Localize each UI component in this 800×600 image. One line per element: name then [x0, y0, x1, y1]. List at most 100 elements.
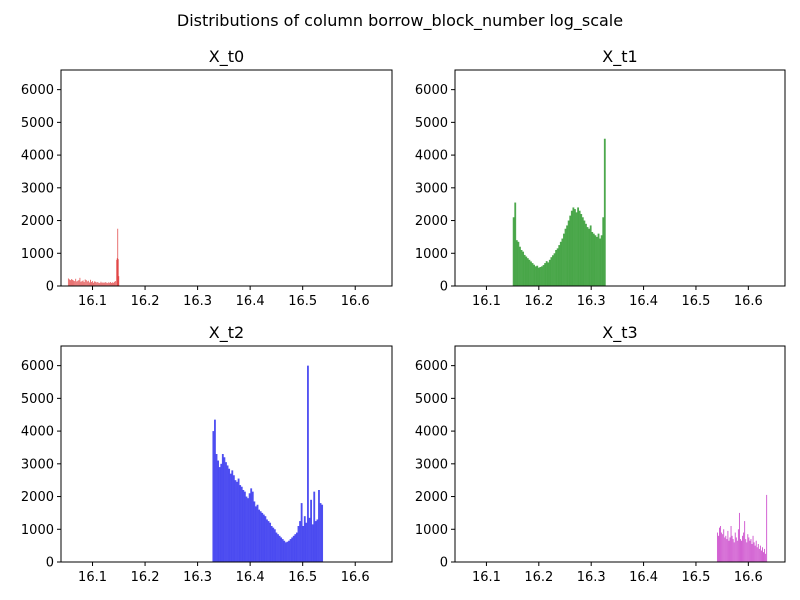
histogram-bar: [247, 498, 249, 562]
histogram-bar: [242, 490, 245, 562]
histogram-bar: [586, 227, 589, 286]
histogram-bar: [111, 282, 112, 286]
histogram-bar: [231, 470, 234, 562]
histogram-bar: [308, 517, 311, 562]
histogram-bar: [215, 454, 218, 562]
histogram-bar: [556, 248, 559, 286]
histogram-bar: [531, 263, 534, 286]
histogram-bar: [76, 281, 78, 286]
histogram-bar: [550, 257, 553, 286]
y-tick-label: 6000: [21, 83, 54, 98]
histogram-bar: [261, 512, 264, 562]
x-tick-label: 16.5: [681, 294, 710, 309]
histogram-bar: [286, 541, 289, 562]
histogram-bar: [291, 537, 294, 562]
histogram-bar: [534, 266, 537, 286]
histogram-bar: [239, 485, 242, 562]
histogram-bar: [726, 539, 728, 562]
histogram-bar: [727, 530, 729, 562]
histogram-bar: [580, 214, 583, 286]
y-tick-label: 3000: [21, 457, 54, 472]
histogram-bar: [82, 280, 84, 286]
histogram-bar: [542, 265, 545, 286]
histogram-bar: [733, 542, 735, 562]
x-tick-label: 16.2: [131, 570, 160, 585]
histogram-bar: [212, 431, 215, 562]
histogram-bar: [751, 544, 753, 562]
histogram-bar: [753, 542, 755, 562]
histogram-bar: [766, 494, 768, 562]
histogram-bar: [530, 261, 532, 286]
histogram-bar: [84, 279, 86, 286]
histogram-bar: [564, 228, 567, 286]
histogram-bar: [732, 539, 734, 562]
histogram-bar: [270, 526, 273, 562]
histogram-bar: [563, 233, 565, 286]
histogram-bar: [548, 259, 551, 286]
histogram-bar: [99, 283, 101, 286]
histogram-bar: [319, 503, 322, 562]
histogram-bar: [90, 279, 91, 286]
histogram-bar: [578, 210, 581, 286]
subplot-title: X_t1: [602, 47, 637, 67]
histogram-bar: [245, 496, 248, 562]
histogram-bar: [602, 217, 605, 286]
histogram-bar: [750, 539, 752, 562]
histogram-bar: [302, 526, 305, 562]
histogram-bar: [214, 419, 216, 562]
histogram-bar: [741, 540, 742, 562]
histogram-bar: [289, 539, 292, 562]
histogram-bar: [85, 280, 87, 286]
histogram-bar: [105, 282, 107, 286]
histogram-bar: [272, 527, 275, 562]
histogram-bar: [744, 521, 746, 562]
subplot-2: X_t2 16.1 16.2 16.3 16.4 16.5 16.6 0 1000 2000 300…: [21, 323, 393, 585]
y-tick-label: 5000: [21, 116, 54, 131]
histogram-bar: [226, 465, 229, 562]
subplot-1: X_t1 16.1 16.2 16.3 16.4 16.5 16.6 0 1000 2000 300…: [415, 47, 786, 309]
histogram-bar: [559, 241, 562, 286]
y-tick-label: 2000: [415, 214, 448, 229]
histogram-bar: [297, 526, 300, 562]
x-tick-label: 16.4: [236, 294, 265, 309]
histogram-bar: [736, 540, 738, 562]
histogram-bar: [594, 235, 597, 286]
y-tick-label: 1000: [21, 523, 54, 538]
histogram-bar: [83, 282, 85, 286]
histogram-bar: [763, 552, 764, 562]
histogram-bar: [107, 282, 109, 286]
histogram-bar: [589, 225, 592, 286]
histogram-bar: [321, 504, 324, 562]
histogram-bar: [229, 473, 232, 562]
histogram-bar: [742, 535, 744, 562]
x-tick-label: 16.1: [78, 294, 107, 309]
y-tick-label: 0: [46, 280, 54, 295]
histogram-bar: [575, 212, 578, 286]
x-tick-label: 16.1: [472, 294, 501, 309]
histogram-bar: [300, 503, 303, 562]
x-tick-label: 16.3: [183, 294, 212, 309]
histogram-bar: [738, 512, 740, 562]
histogram-bar: [528, 259, 531, 286]
histogram-bar: [752, 535, 754, 562]
histogram-bar: [747, 534, 749, 562]
histogram-bar: [93, 282, 94, 286]
histogram-bar: [228, 468, 231, 562]
subplot-0: X_t0 16.1 16.2 16.3 16.4 16.5 16.6 0 1000 2000 300…: [21, 47, 393, 309]
histogram-bar: [740, 539, 741, 562]
histogram-bar: [313, 491, 316, 562]
histogram-bar: [725, 535, 727, 562]
histogram-bar: [600, 235, 603, 286]
histogram-bar: [303, 516, 306, 562]
y-tick-label: 5000: [415, 116, 448, 131]
histogram-bar: [280, 537, 283, 562]
histogram-bar: [515, 240, 518, 286]
histogram-bar: [765, 553, 767, 562]
axes-frame: [454, 69, 786, 287]
histogram-bar: [71, 279, 72, 286]
y-tick-label: 3000: [415, 181, 448, 196]
histogram-bar: [288, 540, 290, 562]
histogram-bar: [97, 282, 99, 286]
histogram-bar: [273, 529, 276, 562]
histogram-bar: [253, 501, 256, 562]
